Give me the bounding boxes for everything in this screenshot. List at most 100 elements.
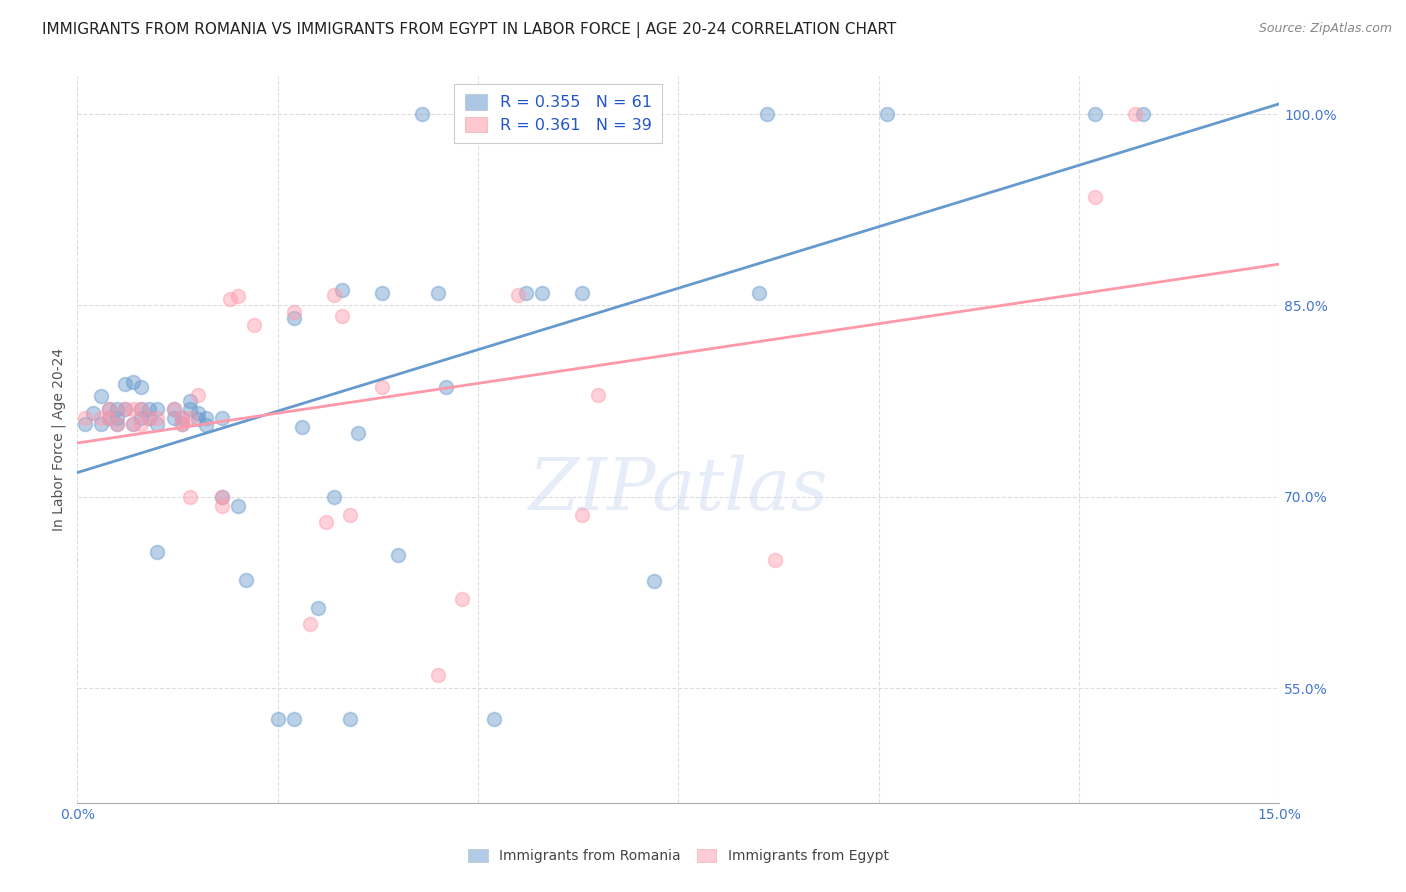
Point bbox=[235, 573, 257, 587]
Point bbox=[186, 387, 209, 401]
Point bbox=[122, 417, 145, 431]
Point bbox=[170, 410, 193, 425]
Point bbox=[322, 288, 344, 302]
Point bbox=[75, 417, 97, 431]
Point bbox=[242, 318, 264, 332]
Point bbox=[131, 410, 153, 425]
Point bbox=[170, 417, 193, 431]
Point bbox=[98, 401, 121, 416]
Point bbox=[186, 405, 209, 419]
Point bbox=[114, 377, 136, 392]
Point bbox=[146, 410, 169, 425]
Point bbox=[371, 380, 394, 394]
Point bbox=[267, 712, 290, 726]
Point bbox=[90, 417, 112, 431]
Point bbox=[427, 668, 450, 682]
Point bbox=[315, 515, 337, 529]
Point bbox=[114, 401, 136, 416]
Point bbox=[562, 107, 585, 121]
Point bbox=[218, 292, 240, 306]
Point bbox=[170, 417, 193, 431]
Point bbox=[107, 410, 129, 425]
Point bbox=[571, 508, 593, 522]
Point bbox=[122, 401, 145, 416]
Point bbox=[107, 417, 129, 431]
Point bbox=[211, 490, 233, 504]
Point bbox=[98, 410, 121, 425]
Point bbox=[482, 712, 505, 726]
Point bbox=[451, 591, 474, 606]
Text: Source: ZipAtlas.com: Source: ZipAtlas.com bbox=[1258, 22, 1392, 36]
Point bbox=[211, 410, 233, 425]
Point bbox=[427, 285, 450, 300]
Point bbox=[330, 309, 353, 323]
Point bbox=[211, 499, 233, 513]
Text: ZIPatlas: ZIPatlas bbox=[529, 455, 828, 525]
Point bbox=[98, 410, 121, 425]
Point bbox=[291, 419, 314, 434]
Text: IMMIGRANTS FROM ROMANIA VS IMMIGRANTS FROM EGYPT IN LABOR FORCE | AGE 20-24 CORR: IMMIGRANTS FROM ROMANIA VS IMMIGRANTS FR… bbox=[42, 22, 897, 38]
Point bbox=[307, 600, 329, 615]
Point bbox=[98, 401, 121, 416]
Point bbox=[1132, 107, 1154, 121]
Point bbox=[226, 289, 249, 303]
Point bbox=[179, 490, 201, 504]
Point bbox=[179, 394, 201, 409]
Point bbox=[194, 410, 217, 425]
Point bbox=[1084, 190, 1107, 204]
Point bbox=[434, 380, 457, 394]
Point bbox=[339, 712, 361, 726]
Point bbox=[330, 283, 353, 297]
Point bbox=[186, 412, 209, 426]
Point bbox=[162, 401, 184, 416]
Point bbox=[458, 107, 481, 121]
Point bbox=[90, 410, 112, 425]
Point bbox=[114, 401, 136, 416]
Point bbox=[339, 508, 361, 522]
Point bbox=[170, 410, 193, 425]
Point bbox=[322, 490, 344, 504]
Point bbox=[1123, 107, 1146, 121]
Point bbox=[571, 285, 593, 300]
Point bbox=[131, 401, 153, 416]
Point bbox=[588, 387, 610, 401]
Point bbox=[283, 305, 305, 319]
Point bbox=[226, 499, 249, 513]
Point bbox=[531, 285, 554, 300]
Point bbox=[75, 410, 97, 425]
Point bbox=[876, 107, 898, 121]
Point bbox=[138, 410, 160, 425]
Point bbox=[162, 410, 184, 425]
Y-axis label: In Labor Force | Age 20-24: In Labor Force | Age 20-24 bbox=[52, 348, 66, 531]
Point bbox=[90, 389, 112, 403]
Point bbox=[131, 401, 153, 416]
Point bbox=[146, 544, 169, 558]
Point bbox=[298, 617, 321, 632]
Point bbox=[411, 107, 433, 121]
Point bbox=[131, 417, 153, 431]
Point bbox=[146, 417, 169, 431]
Point bbox=[194, 418, 217, 433]
Point bbox=[1084, 107, 1107, 121]
Point bbox=[122, 375, 145, 389]
Point bbox=[347, 425, 370, 440]
Point bbox=[763, 553, 786, 567]
Point bbox=[508, 288, 530, 302]
Point bbox=[211, 490, 233, 504]
Point bbox=[283, 311, 305, 326]
Point bbox=[179, 410, 201, 425]
Point bbox=[146, 401, 169, 416]
Point bbox=[82, 405, 104, 419]
Point bbox=[371, 285, 394, 300]
Point bbox=[283, 712, 305, 726]
Point bbox=[138, 401, 160, 416]
Point bbox=[755, 107, 778, 121]
Point bbox=[138, 410, 160, 425]
Point bbox=[179, 401, 201, 416]
Point bbox=[107, 401, 129, 416]
Point bbox=[107, 417, 129, 431]
Point bbox=[122, 417, 145, 431]
Point bbox=[748, 285, 770, 300]
Point bbox=[131, 380, 153, 394]
Point bbox=[643, 574, 665, 588]
